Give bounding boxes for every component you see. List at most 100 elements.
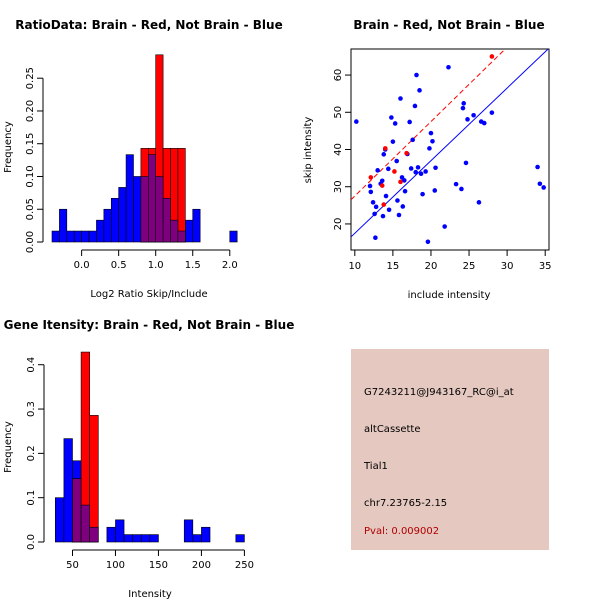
not-brain-point [430,139,435,144]
not-brain-point [465,117,470,122]
not-brain-point [368,189,374,195]
not-brain-bar [106,526,116,543]
not-brain-point [453,181,459,187]
not-brain-point [459,186,464,192]
brain-point [404,150,409,156]
not-brain-point [541,185,546,190]
ratio-histogram-panel: RatioData: Brain - Red, Not Brain - Blue… [3,18,283,300]
overlap-bar [155,176,164,243]
overlap-bar [162,198,171,243]
intensity-hist-ylabel: Frequency [3,421,14,473]
not-brain-point [420,191,425,197]
y-tick-label: 0.00 [25,231,36,253]
not-brain-point [373,235,378,241]
x-tick-label: 10 [348,261,361,272]
y-tick-label: 0.1 [26,490,37,506]
not-brain-bar [235,534,245,543]
not-brain-point [375,168,380,173]
not-brain-bar [229,230,238,243]
x-tick-label: 0.0 [74,260,90,271]
brain-point [368,175,374,180]
not-brain-point [463,160,469,166]
ratio-hist-axes: 0.0 0.5 1.0 1.5 2.0 0.00 0.05 0.10 0.15 0.20 0.25 [25,67,238,271]
not-brain-point [471,112,476,118]
scatter-ylabel: skip intensity [303,117,314,184]
x-tick-label: 50 [66,560,79,571]
brain-bar [89,415,99,543]
scatter-axes: 10 15 20 25 30 35 20 30 40 50 60 [333,69,552,272]
not-brain-point [417,88,422,93]
intensity-hist-bars [54,351,245,543]
not-brain-point [408,166,414,171]
ratio-hist-xlabel: Log2 Ratio Skip/Include [90,289,207,300]
not-brain-bar [54,497,65,543]
y-tick-label: 40 [333,143,344,156]
not-brain-point [381,152,387,157]
not-brain-point [390,139,396,144]
not-brain-bar [88,230,97,243]
not-brain-point [389,115,394,120]
not-brain-bar [192,534,202,543]
not-brain-point [398,96,403,101]
brain-point [381,202,387,207]
intensity-hist-axes: 50 100 150 200 250 0.0 0.1 0.2 0.3 0.4 [26,357,254,571]
not-brain-point [414,72,419,78]
not-brain-point [379,178,385,184]
not-brain-bar [140,534,151,543]
not-brain-bar [201,526,211,543]
not-brain-point [461,101,467,106]
not-brain-point [354,119,359,124]
not-brain-bar [66,230,75,243]
y-tick-label: 50 [333,106,344,119]
not-brain-bar [149,534,159,543]
y-tick-label: 0.2 [26,445,37,461]
event-type-text: altCassette [364,424,421,435]
blue-fit-line [351,49,549,238]
not-brain-point [412,103,418,109]
y-tick-label: 30 [333,180,344,193]
not-brain-point [392,121,398,126]
not-brain-point [395,198,400,203]
overlap-bar [177,230,186,243]
info-panel: G7243211@J943167_RC@i_at altCassette Tia… [351,349,549,550]
not-brain-point [425,239,431,245]
not-brain-point [446,64,451,70]
not-brain-point [372,211,377,217]
x-tick-label: 100 [106,560,125,571]
probe-id-text: G7243211@J943167_RC@i_at [364,387,514,398]
not-brain-point [460,105,466,111]
scatter-title: Brain - Red, Not Brain - Blue [353,18,544,32]
not-brain-point [410,137,415,143]
not-brain-point [386,166,391,172]
scatter-fit-lines [351,49,549,238]
x-tick-label: 35 [539,261,552,272]
brain-point [392,169,397,174]
x-tick-label: 15 [387,261,400,272]
not-brain-point [428,130,434,136]
x-tick-label: 150 [149,560,168,571]
brain-point [489,54,495,59]
ratio-hist-ylabel: Frequency [3,121,14,173]
gene-name-text: Tial1 [364,461,388,472]
not-brain-point [407,119,412,125]
intensity-histogram-panel: Gene Itensity: Brain - Red, Not Brain - … [3,318,294,600]
scatter-panel: Brain - Red, Not Brain - Blue include in… [303,18,552,301]
overlap-bar [170,219,179,243]
not-brain-point [489,110,495,115]
not-brain-point [373,204,379,210]
y-tick-label: 0.10 [25,165,36,187]
not-brain-point [442,224,447,229]
not-brain-point [367,183,373,189]
overlap-bar [80,504,90,543]
intensity-hist-xlabel: Intensity [128,589,172,600]
not-brain-point [413,169,419,175]
pval-text: Pval: 0.009002 [364,526,440,537]
y-tick-label: 0.20 [25,100,36,122]
not-brain-bar [192,208,201,243]
not-brain-point [415,165,421,170]
not-brain-point [432,188,438,193]
not-brain-bar [183,519,194,543]
not-brain-bar [185,219,194,243]
not-brain-point [418,171,424,176]
not-brain-bar [73,230,82,243]
